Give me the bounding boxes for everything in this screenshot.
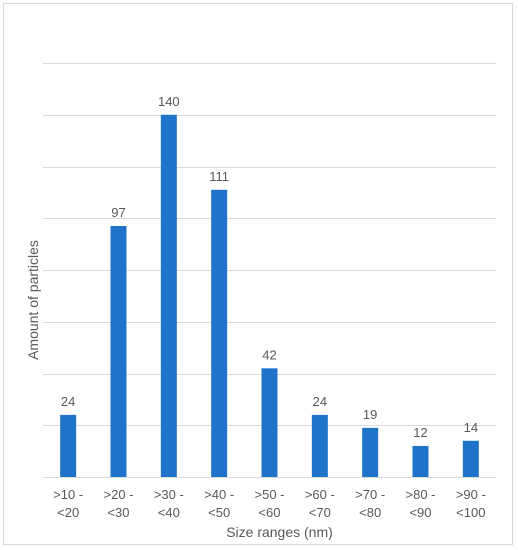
- data-label: 19: [363, 407, 377, 422]
- data-label: 14: [464, 420, 478, 435]
- bar: [311, 414, 328, 477]
- category-tick-label: <30: [107, 505, 129, 520]
- bar: [160, 114, 177, 477]
- category-tick-label: >50 -: [255, 487, 285, 502]
- data-label: 111: [209, 169, 229, 184]
- category-tick-label: <60: [258, 505, 280, 520]
- bar: [261, 368, 278, 477]
- value-labels: 24 97 140 111 42 24 19 12 14: [61, 94, 478, 440]
- bar: [110, 226, 127, 477]
- data-label: 42: [262, 347, 276, 362]
- bar: [60, 414, 77, 477]
- category-tick-label: >10 -: [53, 487, 83, 502]
- category-tick-label: >80 -: [406, 487, 436, 502]
- category-tick-label: >30 -: [154, 487, 184, 502]
- category-labels: >10 - <20 >20 - <30 >30 - <40 >40 - <50 >50 - <60…: [53, 487, 486, 520]
- category-tick-label: <20: [57, 505, 79, 520]
- category-tick-label: <90: [409, 505, 431, 520]
- category-tick-label: <70: [309, 505, 331, 520]
- category-tick-label: <80: [359, 505, 381, 520]
- category-tick-label: <50: [208, 505, 230, 520]
- bar: [362, 427, 379, 477]
- category-tick-label: >20 -: [104, 487, 134, 502]
- bar: [412, 445, 429, 477]
- category-tick-label: <100: [456, 505, 485, 520]
- bar: [462, 440, 479, 477]
- bar: [211, 189, 228, 477]
- data-label: 140: [158, 94, 180, 109]
- data-label: 12: [413, 425, 427, 440]
- category-tick-label: >40 -: [204, 487, 234, 502]
- y-axis-title: Amount of particles: [25, 240, 41, 360]
- category-tick-label: >90 -: [456, 487, 486, 502]
- category-tick-label: <40: [158, 505, 180, 520]
- data-label: 24: [313, 394, 327, 409]
- bars: [60, 114, 479, 477]
- category-tick-label: >60 -: [305, 487, 335, 502]
- data-label: 97: [111, 205, 125, 220]
- data-label: 24: [61, 394, 75, 409]
- x-axis-title: Size ranges (nm): [226, 524, 333, 540]
- category-tick-label: >70 -: [355, 487, 385, 502]
